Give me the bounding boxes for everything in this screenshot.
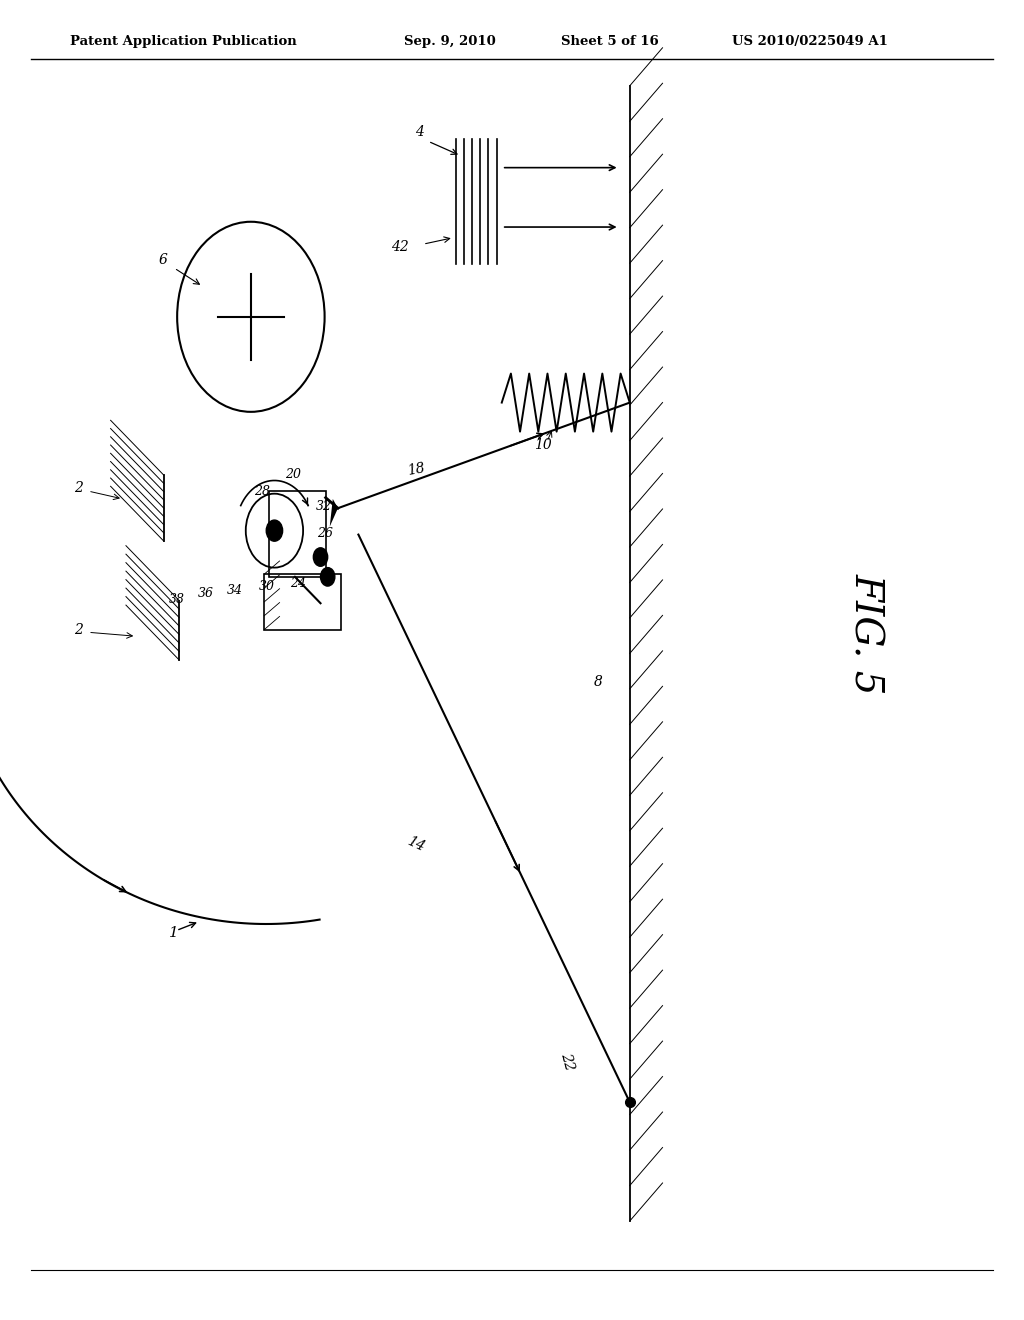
Text: 24: 24 — [290, 577, 306, 590]
Text: 4: 4 — [415, 125, 424, 139]
Text: 42: 42 — [391, 240, 409, 253]
Text: 38: 38 — [169, 593, 185, 606]
Text: 26: 26 — [317, 527, 334, 540]
Text: 1: 1 — [169, 927, 179, 940]
Text: FIG. 5: FIG. 5 — [847, 573, 884, 694]
Text: 28: 28 — [254, 484, 270, 498]
Text: 18: 18 — [407, 461, 426, 478]
Text: Sheet 5 of 16: Sheet 5 of 16 — [561, 34, 658, 48]
Text: 34: 34 — [227, 583, 244, 597]
Bar — [264, 574, 341, 630]
Text: 14: 14 — [404, 834, 426, 854]
Circle shape — [266, 520, 283, 541]
Text: 2: 2 — [74, 482, 83, 495]
Circle shape — [313, 548, 328, 566]
Circle shape — [321, 568, 335, 586]
Text: 32: 32 — [315, 499, 332, 512]
Text: 6: 6 — [159, 253, 168, 267]
Text: 22: 22 — [558, 1052, 577, 1072]
Text: 20: 20 — [285, 467, 301, 480]
Text: Sep. 9, 2010: Sep. 9, 2010 — [404, 34, 497, 48]
Polygon shape — [330, 499, 338, 527]
Text: US 2010/0225049 A1: US 2010/0225049 A1 — [732, 34, 888, 48]
Text: 30: 30 — [259, 579, 275, 593]
Text: 36: 36 — [198, 586, 214, 599]
Text: 8: 8 — [594, 676, 603, 689]
Text: 10: 10 — [535, 438, 552, 451]
Text: 2: 2 — [74, 623, 83, 636]
Text: Patent Application Publication: Patent Application Publication — [70, 34, 296, 48]
